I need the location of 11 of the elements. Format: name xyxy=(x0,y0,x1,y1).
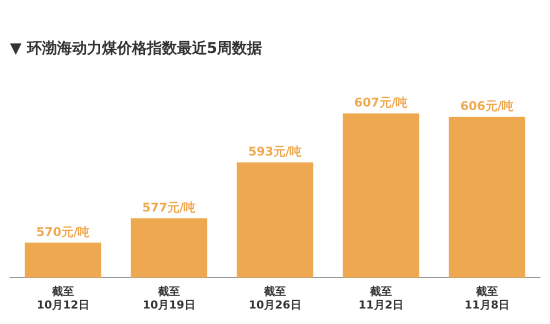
data-label: 593元/吨 xyxy=(248,144,302,158)
x-tick-label: 截至 10月19日 xyxy=(142,285,196,312)
data-label: 607元/吨 xyxy=(354,96,408,110)
x-tick-label: 截至 11月2日 xyxy=(358,285,404,312)
x-tick-label: 截至 11月8日 xyxy=(464,285,510,312)
x-tick-label: 截至 10月12日 xyxy=(36,285,90,312)
data-label: 577元/吨 xyxy=(142,200,196,214)
chart-title: ▼ 环渤海动力煤价格指数最近5周数据 xyxy=(10,38,262,57)
data-label: 570元/吨 xyxy=(36,224,90,239)
x-tick-label: 截至 10月26日 xyxy=(248,285,302,312)
data-label: 606元/吨 xyxy=(460,99,514,114)
